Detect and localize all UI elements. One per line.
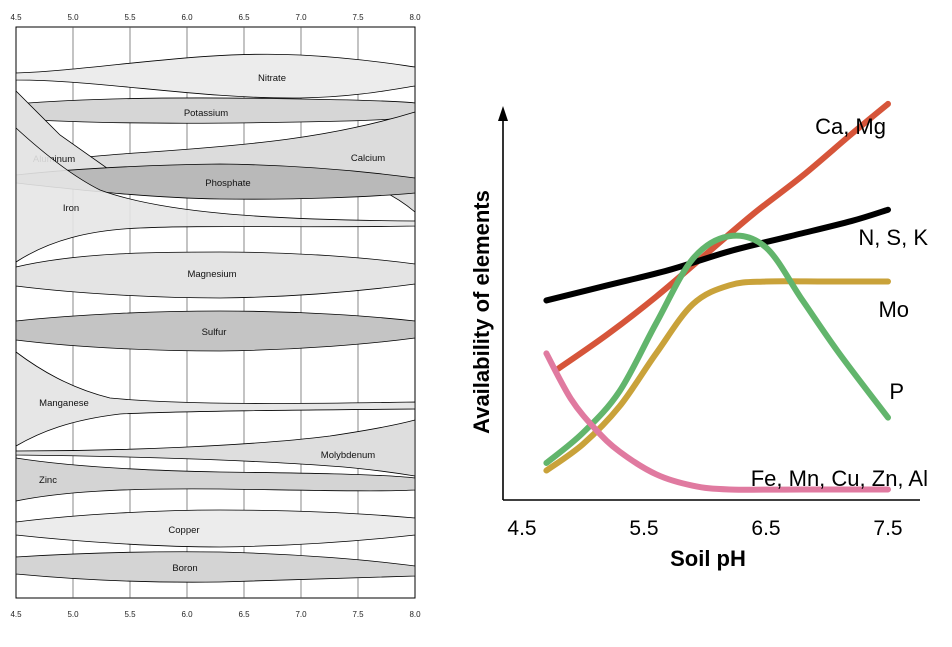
band-label-nitrate: Nitrate [258,73,286,84]
series-label-4: Fe, Mn, Cu, Zn, Al [751,466,928,491]
band-chart: 4.5 5.0 5.5 6.0 6.5 7.0 7.5 8.0 4.5 5.0 5.5 6.0 6.5… [10,13,421,619]
band-label-aluminum: Aluminum [33,154,75,165]
x-tick-label-top: 5.0 [67,13,79,22]
y-axis-arrow [498,106,508,121]
x-tick-label: 4.5 [507,517,536,540]
x-tick-label-top: 4.5 [10,13,22,22]
x-tick-label: 5.5 [629,517,658,540]
band-label-iron: Iron [63,203,79,214]
x-tick-label-top: 8.0 [409,13,421,22]
band-label-potassium: Potassium [184,108,228,119]
band-phosphate [15,163,416,200]
band-boron [15,551,416,583]
x-tick-label: 7.5 [873,517,902,540]
series-line-3 [543,232,891,466]
x-tick-label-top: 6.0 [181,13,193,22]
x-tick-label-bottom: 8.0 [409,610,421,619]
band-label-boron: Boron [172,563,197,574]
band-magnesium [15,251,416,299]
band-label-manganese: Manganese [39,398,89,409]
series-label-1: N, S, K [858,225,928,250]
x-tick-label: 6.5 [751,517,780,540]
series-line-4 [543,350,891,493]
x-tick-label-bottom: 5.5 [124,610,136,619]
band-label-phosphate: Phosphate [205,178,250,189]
x-tick-label-bottom: 5.0 [67,610,79,619]
x-axis-title: Soil pH [670,546,746,571]
series-line-1 [543,206,891,304]
band-sulfur [15,310,416,352]
band-label-calcium: Calcium [351,153,385,164]
x-tick-label-bottom: 7.5 [352,610,364,619]
band-iron [15,127,416,263]
x-tick-label-top: 7.5 [352,13,364,22]
series-label-3: P [889,379,904,404]
band-label-copper: Copper [168,525,199,536]
band-label-magnesium: Magnesium [187,269,236,280]
band-manganese [15,351,416,447]
x-tick-label-top: 6.5 [238,13,250,22]
x-tick-label-bottom: 6.0 [181,610,193,619]
band-label-molybdenum: Molybdenum [321,450,375,461]
x-tick-label-top: 5.5 [124,13,136,22]
series-label-2: Mo [878,297,909,322]
x-tick-label-bottom: 4.5 [10,610,22,619]
x-tick-label-bottom: 7.0 [295,610,307,619]
x-tick-label-top: 7.0 [295,13,307,22]
band-label-sulfur: Sulfur [202,327,227,338]
band-copper [15,509,416,548]
band-nitrate [15,53,416,99]
series-label-0: Ca, Mg [815,114,886,139]
band-label-zinc: Zinc [39,475,57,486]
band-molybdenum [15,419,416,477]
band-zinc [15,457,416,502]
y-axis-title: Availability of elements [469,190,494,434]
line-chart: 4.5 5.5 6.5 7.5 Ca, Mg N, S, K Mo P Fe, Mn, Cu,… [469,100,928,571]
series-line-2 [543,278,891,474]
x-tick-label-bottom: 6.5 [238,610,250,619]
